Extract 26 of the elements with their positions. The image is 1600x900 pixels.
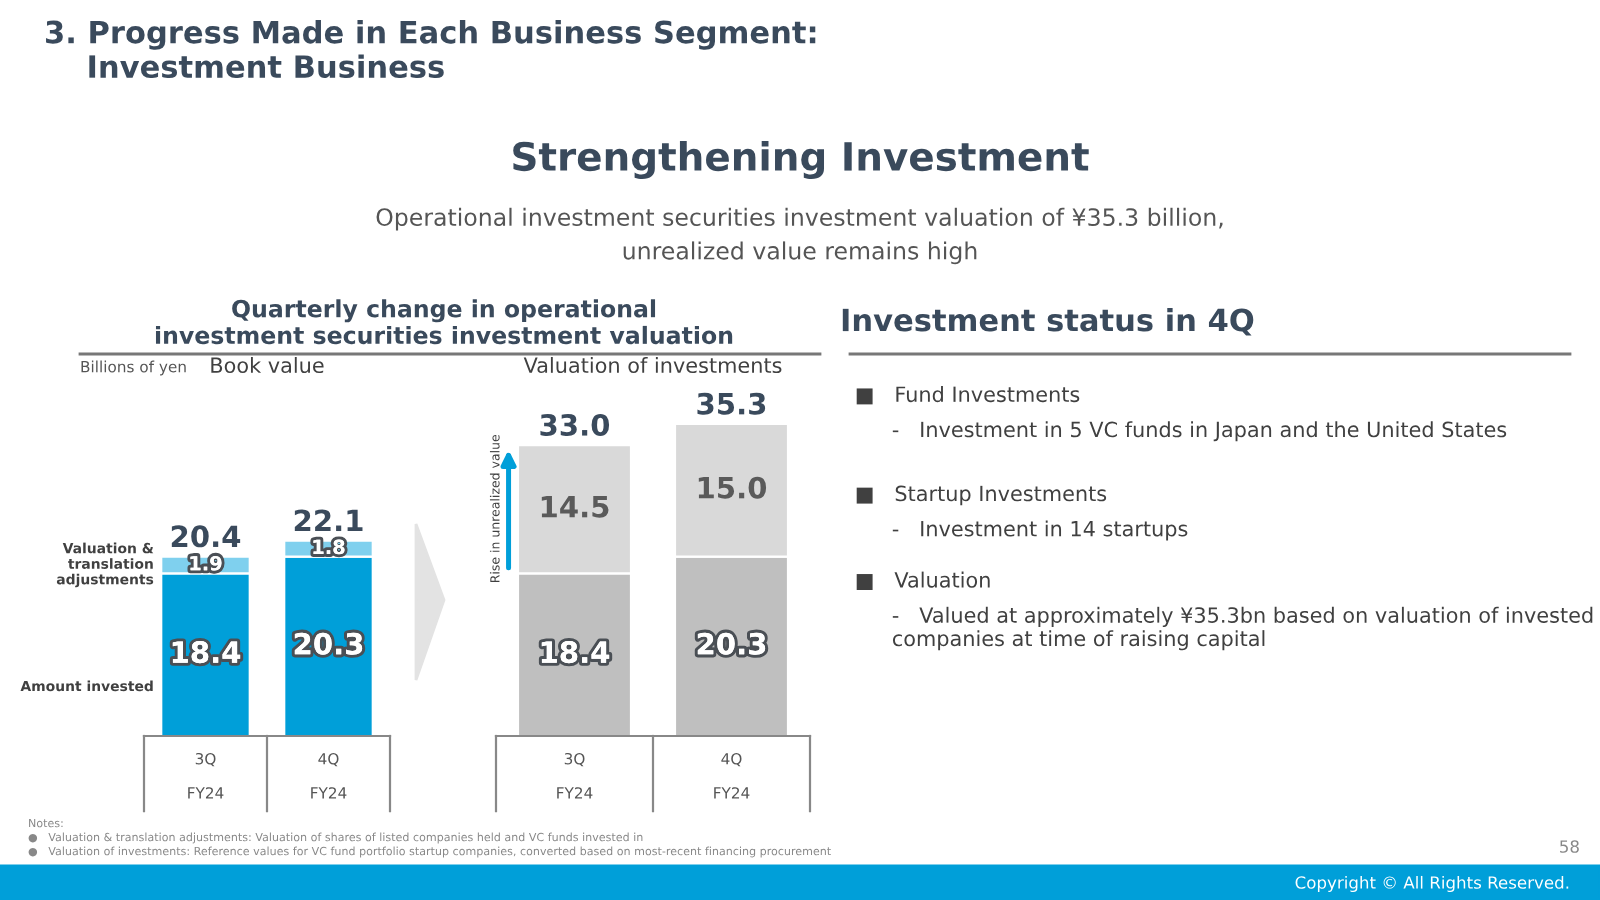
text: Copyright © All Rights Reserved.: [1295, 875, 1569, 893]
data-label: 15.0: [698, 476, 767, 499]
chart-title: Book value: [211, 356, 324, 374]
text: Investment status in 4Q: [842, 307, 1254, 336]
text: - Investment in 5 VC funds in Japan and the United States: [892, 421, 1507, 442]
text: - Valued at approximately ¥35.3bn based on valuation of invested companies at time of raising capital: [892, 606, 1593, 651]
text: ■ Valuation: [856, 571, 990, 590]
data-label: 14.5: [541, 496, 609, 518]
data-label: 18.4: [541, 641, 610, 664]
text: Strengthening Investment: [513, 141, 1089, 179]
total-label: 33.0: [540, 413, 610, 436]
data-label: 1.9: [190, 555, 222, 571]
data-label: 18.4: [172, 641, 241, 664]
total-label: 35.3: [697, 392, 766, 415]
text: 3. Progress Made in Each Business Segment: Investment Business: [46, 20, 816, 79]
chart-title: Valuation of investments: [523, 356, 782, 374]
total-label: 22.1: [294, 509, 363, 532]
text: Operational investment securities investment valuation of ¥35.3 billion, unrealized value remains high: [376, 207, 1223, 265]
data-label: 20.3: [697, 632, 766, 655]
text: - Investment in 14 startups: [892, 520, 1188, 541]
total-label: 20.4: [171, 525, 241, 548]
text: ■ Startup Investments: [856, 485, 1107, 506]
text: ■ Fund Investments: [856, 386, 1080, 405]
text: 58: [1560, 840, 1579, 853]
text: Quarterly change in operational investment securities investment valuation: [155, 299, 733, 345]
data-label: 20.3: [294, 632, 363, 655]
